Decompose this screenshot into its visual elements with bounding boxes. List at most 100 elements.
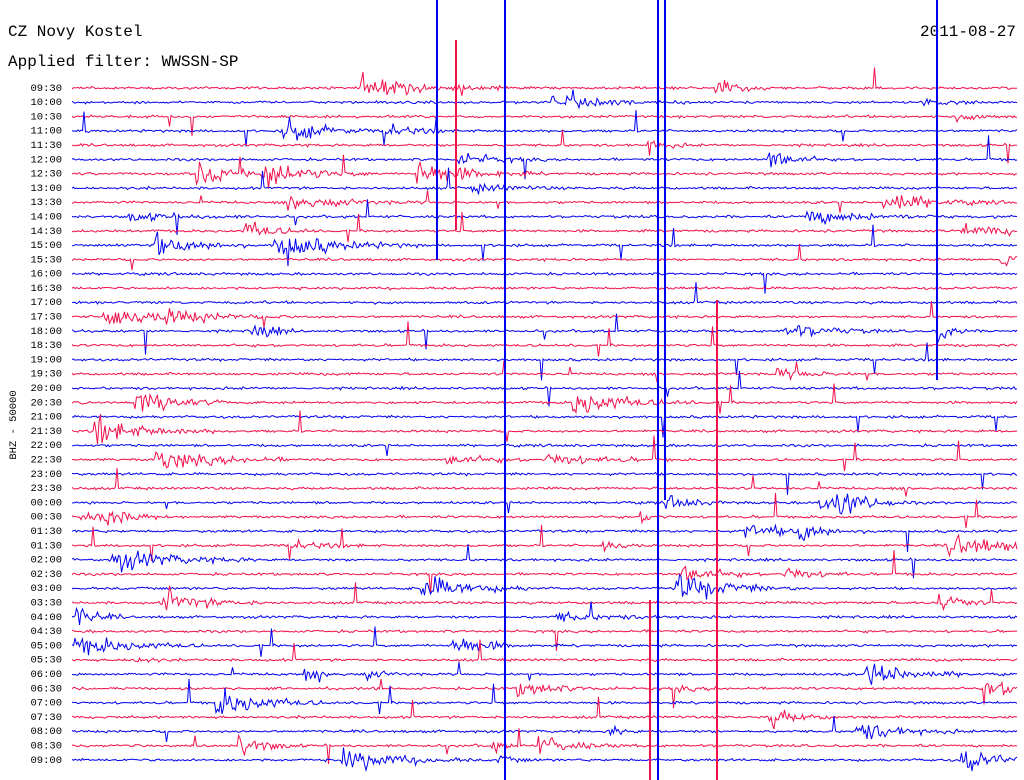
row-label: 01:30 bbox=[30, 540, 62, 552]
row-label: 22:30 bbox=[30, 455, 62, 467]
row-label: 16:30 bbox=[30, 283, 62, 295]
row-label: 04:30 bbox=[30, 626, 62, 638]
row-label: 08:30 bbox=[30, 740, 62, 752]
row-label: 02:00 bbox=[30, 555, 62, 567]
trace bbox=[71, 224, 1018, 267]
row-label: 22:00 bbox=[30, 440, 62, 452]
trace bbox=[71, 67, 1018, 96]
row-label: 18:00 bbox=[30, 326, 62, 338]
trace bbox=[71, 435, 1018, 471]
row-label: 01:30 bbox=[30, 526, 62, 538]
row-label: 03:00 bbox=[30, 583, 62, 595]
row-label: 14:30 bbox=[30, 226, 62, 238]
row-label: 11:00 bbox=[30, 126, 62, 138]
row-label: 13:00 bbox=[30, 183, 62, 195]
row-label: 10:00 bbox=[30, 97, 62, 109]
trace bbox=[71, 360, 1018, 383]
trace bbox=[71, 678, 1018, 715]
trace bbox=[71, 321, 1018, 357]
row-label: 02:30 bbox=[30, 569, 62, 581]
row-label: 11:30 bbox=[30, 140, 62, 152]
trace bbox=[71, 628, 1018, 652]
trace bbox=[71, 493, 1018, 515]
trace bbox=[71, 370, 1018, 407]
row-label: 09:00 bbox=[30, 755, 62, 767]
trace bbox=[71, 696, 1018, 730]
row-label: 13:30 bbox=[30, 197, 62, 209]
trace bbox=[71, 662, 1018, 685]
trace bbox=[71, 271, 1018, 294]
trace bbox=[71, 286, 1018, 291]
filter-label: Applied filter: WWSSN-SP bbox=[8, 53, 238, 71]
trace bbox=[71, 715, 1018, 742]
row-label: 12:30 bbox=[30, 169, 62, 181]
axis-label: BHZ - 50000 bbox=[8, 390, 20, 459]
trace bbox=[71, 679, 1018, 709]
row-label: 07:30 bbox=[30, 712, 62, 724]
row-label: 17:30 bbox=[30, 312, 62, 324]
trace bbox=[71, 383, 1018, 415]
row-label: 04:00 bbox=[30, 612, 62, 624]
row-label: 00:00 bbox=[30, 497, 62, 509]
trace bbox=[71, 550, 1018, 594]
trace bbox=[71, 410, 1018, 445]
trace bbox=[71, 313, 1018, 355]
trace bbox=[71, 243, 1018, 271]
row-label: 23:30 bbox=[30, 483, 62, 495]
trace bbox=[71, 211, 1017, 243]
row-label: 15:00 bbox=[30, 240, 62, 252]
date: 2011-08-27 bbox=[920, 23, 1016, 41]
trace bbox=[71, 626, 1018, 657]
row-label: 18:30 bbox=[30, 340, 62, 352]
trace bbox=[71, 601, 1018, 625]
row-label: 19:00 bbox=[30, 354, 62, 366]
row-label: 00:30 bbox=[30, 512, 62, 524]
trace bbox=[71, 442, 1018, 456]
trace bbox=[71, 574, 1018, 600]
row-label: 05:30 bbox=[30, 655, 62, 667]
row-label: 07:00 bbox=[30, 698, 62, 710]
trace bbox=[71, 728, 1018, 764]
row-label: 12:00 bbox=[30, 154, 62, 166]
trace bbox=[71, 342, 1018, 381]
trace bbox=[71, 190, 1018, 213]
trace bbox=[71, 523, 1018, 553]
trace bbox=[71, 89, 1018, 110]
trace bbox=[71, 129, 1017, 164]
trace bbox=[71, 524, 1018, 562]
row-label: 23:00 bbox=[30, 469, 62, 481]
row-label: 17:00 bbox=[30, 297, 62, 309]
trace bbox=[71, 114, 1018, 136]
row-label: 10:30 bbox=[30, 111, 62, 123]
trace bbox=[71, 747, 1018, 773]
row-label: 21:30 bbox=[30, 426, 62, 438]
row-label: 20:30 bbox=[30, 397, 62, 409]
trace bbox=[71, 199, 1018, 235]
traces bbox=[71, 0, 1018, 780]
trace bbox=[71, 492, 1018, 529]
trace bbox=[71, 544, 1017, 579]
row-label: 06:00 bbox=[30, 669, 62, 681]
trace bbox=[71, 471, 1018, 495]
row-label: 05:00 bbox=[30, 640, 62, 652]
row-label: 19:30 bbox=[30, 369, 62, 381]
trace bbox=[71, 167, 1018, 195]
trace bbox=[71, 135, 1018, 180]
trace bbox=[71, 414, 1018, 438]
row-label: 03:30 bbox=[30, 598, 62, 610]
station-name: CZ Novy Kostel bbox=[8, 23, 142, 41]
trace bbox=[71, 467, 1018, 497]
row-label: 21:00 bbox=[30, 412, 62, 424]
trace bbox=[71, 282, 1018, 305]
trace bbox=[71, 582, 1018, 612]
row-labels: 09:30 10:00 10:30 11:00 11:30 12:00 12:30 13:00… bbox=[30, 83, 62, 767]
trace bbox=[71, 639, 1018, 663]
row-label: 14:00 bbox=[30, 211, 62, 223]
trace bbox=[71, 301, 1018, 328]
trace bbox=[71, 154, 1018, 189]
row-label: 16:00 bbox=[30, 269, 62, 281]
row-label: 15:30 bbox=[30, 254, 62, 266]
row-label: 06:30 bbox=[30, 683, 62, 695]
